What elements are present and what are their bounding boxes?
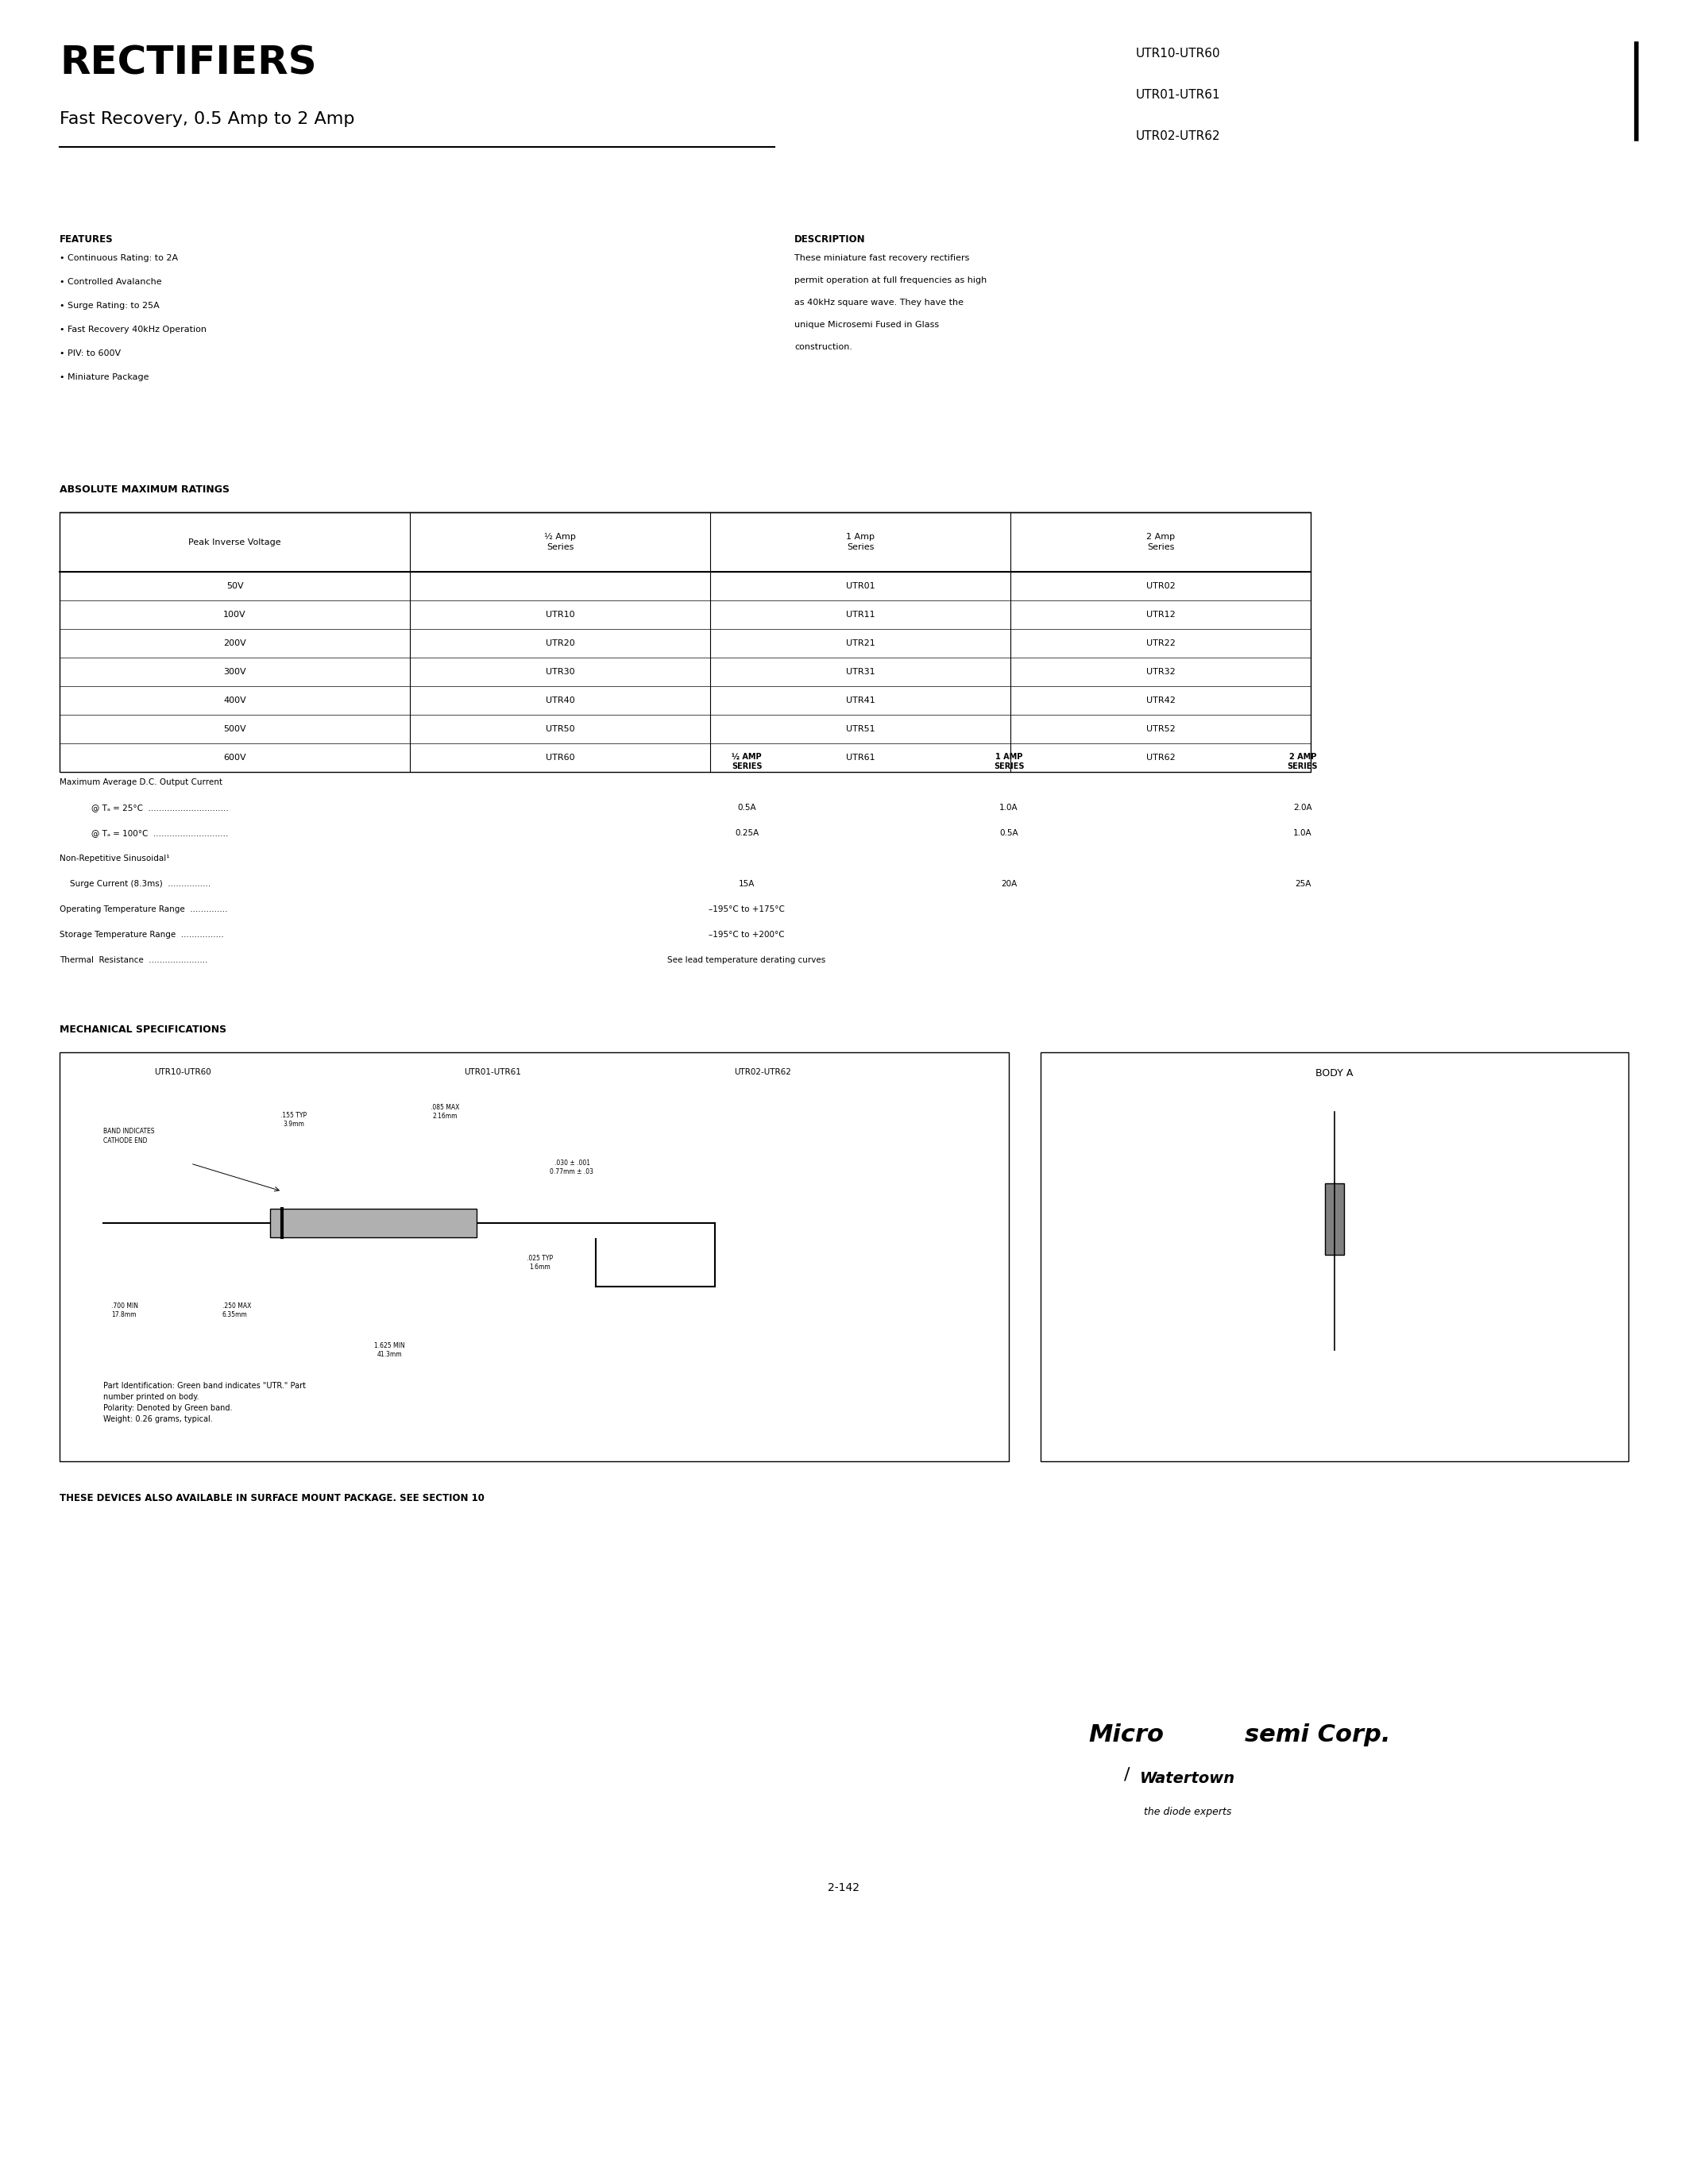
Text: –195°C to +175°C: –195°C to +175°C <box>709 906 785 913</box>
Bar <box>270 1208 476 1238</box>
Text: 1 AMP
SERIES: 1 AMP SERIES <box>994 753 1025 771</box>
Text: UTR52: UTR52 <box>1146 725 1175 734</box>
Text: 2.0A: 2.0A <box>1293 804 1312 812</box>
Text: UTR42: UTR42 <box>1146 697 1175 705</box>
Text: Part Identification: Green band indicates "UTR." Part
number printed on body.
Po: Part Identification: Green band indicate… <box>103 1382 306 1424</box>
Text: 300V: 300V <box>223 668 246 675</box>
Text: @ Tₐ = 100°C  ............................: @ Tₐ = 100°C ...........................… <box>91 830 228 836</box>
Text: • Controlled Avalanche: • Controlled Avalanche <box>59 277 162 286</box>
Text: UTR01-UTR61: UTR01-UTR61 <box>1136 90 1220 100</box>
Text: UTR01-UTR61: UTR01-UTR61 <box>464 1068 522 1077</box>
Text: UTR11: UTR11 <box>846 612 874 618</box>
Text: 400V: 400V <box>223 697 246 705</box>
Text: Micro: Micro <box>1089 1723 1163 1747</box>
Text: UTR02: UTR02 <box>1146 583 1175 590</box>
Text: UTR51: UTR51 <box>846 725 874 734</box>
Text: 25A: 25A <box>1295 880 1312 889</box>
Text: construction.: construction. <box>795 343 852 352</box>
Text: 50V: 50V <box>226 583 243 590</box>
Text: • Surge Rating: to 25A: • Surge Rating: to 25A <box>59 301 159 310</box>
Text: 2 AMP
SERIES: 2 AMP SERIES <box>1288 753 1318 771</box>
Bar <box>1325 1184 1344 1256</box>
Text: UTR60: UTR60 <box>545 753 574 762</box>
Text: Peak Inverse Voltage: Peak Inverse Voltage <box>189 537 280 546</box>
Text: See lead temperature derating curves: See lead temperature derating curves <box>667 957 825 963</box>
Text: UTR50: UTR50 <box>545 725 574 734</box>
Text: 15A: 15A <box>739 880 755 889</box>
Text: semi Corp.: semi Corp. <box>1244 1723 1391 1747</box>
Text: UTR10-UTR60: UTR10-UTR60 <box>154 1068 211 1077</box>
Text: 1.0A: 1.0A <box>1293 830 1312 836</box>
Bar <box>1040 1053 1629 1461</box>
Text: .700 MIN
17.8mm: .700 MIN 17.8mm <box>111 1302 138 1319</box>
Text: Operating Temperature Range  ..............: Operating Temperature Range ............… <box>59 906 228 913</box>
Text: RECTIFIERS: RECTIFIERS <box>59 44 317 81</box>
Text: UTR62: UTR62 <box>1146 753 1175 762</box>
Text: ½ Amp
Series: ½ Amp Series <box>544 533 576 550</box>
Text: .085 MAX
2.16mm: .085 MAX 2.16mm <box>430 1103 459 1120</box>
Text: DESCRIPTION: DESCRIPTION <box>795 234 866 245</box>
Text: UTR10-UTR60: UTR10-UTR60 <box>1136 48 1220 59</box>
Text: FEATURES: FEATURES <box>59 234 113 245</box>
Text: BAND INDICATES
CATHODE END: BAND INDICATES CATHODE END <box>103 1127 155 1144</box>
Text: Maximum Average D.C. Output Current: Maximum Average D.C. Output Current <box>59 778 223 786</box>
Text: • Fast Recovery 40kHz Operation: • Fast Recovery 40kHz Operation <box>59 325 206 334</box>
Text: 0.25A: 0.25A <box>734 830 758 836</box>
Text: These miniature fast recovery rectifiers: These miniature fast recovery rectifiers <box>795 253 969 262</box>
Text: 100V: 100V <box>223 612 246 618</box>
Text: Thermal  Resistance  ......................: Thermal Resistance .....................… <box>59 957 208 963</box>
Text: UTR10: UTR10 <box>545 612 574 618</box>
Text: UTR22: UTR22 <box>1146 640 1175 646</box>
Text: UTR21: UTR21 <box>846 640 874 646</box>
Text: 600V: 600V <box>223 753 246 762</box>
Text: MECHANICAL SPECIFICATIONS: MECHANICAL SPECIFICATIONS <box>59 1024 226 1035</box>
Text: Watertown: Watertown <box>1139 1771 1236 1787</box>
Text: THESE DEVICES ALSO AVAILABLE IN SURFACE MOUNT PACKAGE. SEE SECTION 10: THESE DEVICES ALSO AVAILABLE IN SURFACE … <box>59 1494 484 1503</box>
Text: the diode experts: the diode experts <box>1144 1806 1232 1817</box>
Text: • PIV: to 600V: • PIV: to 600V <box>59 349 122 358</box>
Text: UTR20: UTR20 <box>545 640 574 646</box>
Text: UTR30: UTR30 <box>545 668 574 675</box>
Text: ½ AMP
SERIES: ½ AMP SERIES <box>731 753 761 771</box>
Text: Surge Current (8.3ms)  ................: Surge Current (8.3ms) ................ <box>59 880 211 889</box>
Text: 500V: 500V <box>223 725 246 734</box>
Text: UTR40: UTR40 <box>545 697 574 705</box>
Text: /: / <box>1124 1767 1129 1782</box>
Text: 1 Amp
Series: 1 Amp Series <box>846 533 874 550</box>
Text: as 40kHz square wave. They have the: as 40kHz square wave. They have the <box>795 299 964 306</box>
Text: UTR61: UTR61 <box>846 753 874 762</box>
Text: 0.5A: 0.5A <box>738 804 756 812</box>
Text: • Continuous Rating: to 2A: • Continuous Rating: to 2A <box>59 253 177 262</box>
Text: .250 MAX
6.35mm: .250 MAX 6.35mm <box>223 1302 252 1319</box>
Text: permit operation at full frequencies as high: permit operation at full frequencies as … <box>795 277 987 284</box>
Text: .030 ± .001
0.77mm ± .03: .030 ± .001 0.77mm ± .03 <box>550 1160 594 1175</box>
Text: BODY A: BODY A <box>1315 1068 1354 1079</box>
Text: Storage Temperature Range  ................: Storage Temperature Range ..............… <box>59 930 225 939</box>
Text: 1.625 MIN
41.3mm: 1.625 MIN 41.3mm <box>375 1343 405 1358</box>
Text: .155 TYP
3.9mm: .155 TYP 3.9mm <box>280 1112 307 1127</box>
Text: 2 Amp
Series: 2 Amp Series <box>1146 533 1175 550</box>
Text: 1.0A: 1.0A <box>999 804 1018 812</box>
Text: UTR01: UTR01 <box>846 583 874 590</box>
Text: unique Microsemi Fused in Glass: unique Microsemi Fused in Glass <box>795 321 939 330</box>
Text: –195°C to +200°C: –195°C to +200°C <box>709 930 785 939</box>
Text: Non-Repetitive Sinusoidal¹: Non-Repetitive Sinusoidal¹ <box>59 854 169 863</box>
Text: 2-142: 2-142 <box>827 1883 859 1894</box>
Text: UTR12: UTR12 <box>1146 612 1175 618</box>
Text: UTR41: UTR41 <box>846 697 874 705</box>
Text: • Miniature Package: • Miniature Package <box>59 373 149 382</box>
Text: .025 TYP
1.6mm: .025 TYP 1.6mm <box>527 1256 554 1271</box>
Text: UTR02-UTR62: UTR02-UTR62 <box>734 1068 792 1077</box>
Text: Fast Recovery, 0.5 Amp to 2 Amp: Fast Recovery, 0.5 Amp to 2 Amp <box>59 111 354 127</box>
Text: 200V: 200V <box>223 640 246 646</box>
Text: ABSOLUTE MAXIMUM RATINGS: ABSOLUTE MAXIMUM RATINGS <box>59 485 230 496</box>
Text: @ Tₐ = 25°C  ..............................: @ Tₐ = 25°C ............................… <box>91 804 228 812</box>
Text: 0.5A: 0.5A <box>999 830 1018 836</box>
Text: 20A: 20A <box>1001 880 1016 889</box>
Bar <box>59 1053 1009 1461</box>
Text: UTR32: UTR32 <box>1146 668 1175 675</box>
Bar <box>59 513 1310 771</box>
Text: UTR02-UTR62: UTR02-UTR62 <box>1136 131 1220 142</box>
Text: UTR31: UTR31 <box>846 668 874 675</box>
